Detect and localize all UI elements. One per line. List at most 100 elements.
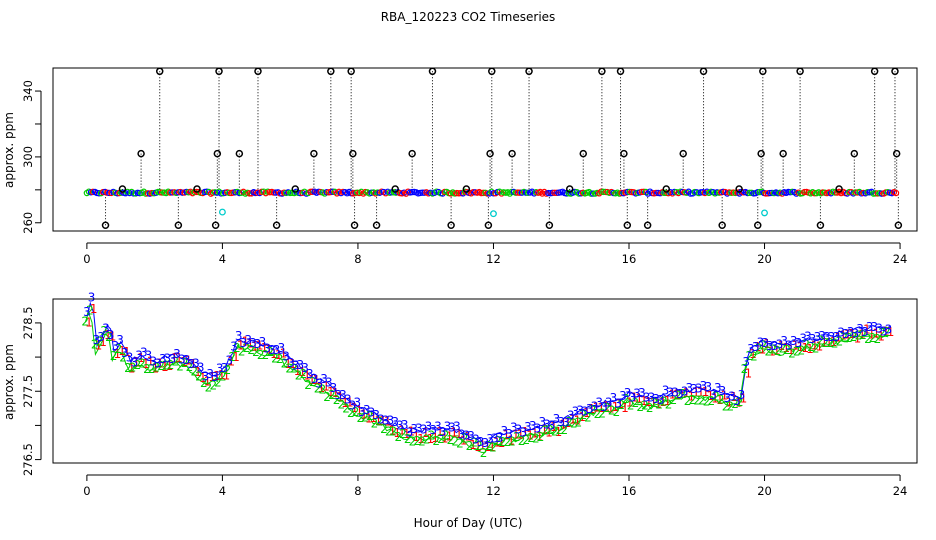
series-marker-3: 3 bbox=[723, 391, 731, 405]
series-marker-3: 3 bbox=[192, 357, 200, 371]
series-marker-3: 3 bbox=[183, 353, 191, 367]
series-marker-3: 3 bbox=[334, 388, 342, 402]
series-marker-1: 1 bbox=[854, 332, 862, 346]
series-marker-2: 2 bbox=[508, 434, 516, 448]
series-marker-2: 2 bbox=[513, 430, 521, 444]
outlier-point bbox=[484, 221, 493, 229]
series-marker-1: 1 bbox=[317, 381, 325, 395]
series-marker-2: 2 bbox=[788, 347, 796, 361]
series-marker-1: 1 bbox=[882, 325, 890, 339]
series-marker-3: 3 bbox=[206, 367, 214, 381]
series-marker-3: 3 bbox=[221, 361, 229, 375]
series-marker-1: 1 bbox=[123, 345, 131, 359]
series-marker-3: 3 bbox=[211, 370, 219, 384]
series-marker-3: 3 bbox=[453, 419, 461, 433]
series-marker-1: 1 bbox=[85, 316, 93, 330]
series-marker-1: 1 bbox=[616, 397, 624, 411]
series-marker-1: 1 bbox=[782, 341, 790, 355]
series-marker-1: 1 bbox=[114, 347, 122, 361]
series-marker-3: 3 bbox=[529, 419, 537, 433]
series-marker-1: 1 bbox=[621, 401, 629, 415]
outlier-point bbox=[679, 149, 687, 158]
series-marker-2: 2 bbox=[579, 408, 587, 422]
series-marker-3: 3 bbox=[828, 330, 836, 344]
series-marker-3: 3 bbox=[406, 426, 414, 440]
series-marker-2: 2 bbox=[209, 379, 217, 393]
series-marker-1: 1 bbox=[280, 347, 288, 361]
series-marker-2: 2 bbox=[105, 330, 113, 344]
series-marker-2: 2 bbox=[565, 415, 573, 429]
series-marker-1: 1 bbox=[597, 401, 605, 415]
series-marker-2: 2 bbox=[238, 344, 246, 358]
series-marker-2: 2 bbox=[613, 405, 621, 419]
series-marker-3: 3 bbox=[704, 380, 712, 394]
series-marker-2: 2 bbox=[442, 428, 450, 442]
series-marker-1: 1 bbox=[479, 438, 487, 452]
series-marker-1: 1 bbox=[227, 355, 235, 369]
x-axis-label: Hour of Day (UTC) bbox=[414, 516, 523, 530]
series-marker-1: 1 bbox=[626, 396, 634, 410]
series-marker-2: 2 bbox=[883, 325, 891, 339]
series-marker-1: 1 bbox=[194, 365, 202, 379]
baseline-point bbox=[148, 189, 156, 197]
outlier-point bbox=[718, 221, 726, 229]
series-marker-3: 3 bbox=[259, 335, 267, 349]
series-marker-3: 3 bbox=[425, 420, 433, 434]
series-marker-2: 2 bbox=[413, 434, 421, 448]
series-marker-3: 3 bbox=[662, 384, 670, 398]
baseline-point bbox=[892, 189, 900, 197]
series-marker-2: 2 bbox=[91, 337, 99, 351]
series-marker-2: 2 bbox=[281, 356, 289, 370]
series-marker-2: 2 bbox=[295, 368, 303, 382]
series-marker-1: 1 bbox=[441, 431, 449, 445]
series-marker-3: 3 bbox=[629, 391, 637, 405]
outlier-point bbox=[235, 149, 244, 158]
x-tick-label: 12 bbox=[486, 484, 501, 498]
series-marker-2: 2 bbox=[641, 399, 649, 413]
series-marker-3: 3 bbox=[145, 348, 153, 362]
series-marker-2: 2 bbox=[764, 344, 772, 358]
series-marker-1: 1 bbox=[303, 369, 311, 383]
series-marker-2: 2 bbox=[409, 435, 417, 449]
series-marker-3: 3 bbox=[330, 381, 338, 395]
series-marker-3: 3 bbox=[771, 339, 779, 353]
series-marker-2: 2 bbox=[798, 343, 806, 357]
series-marker-3: 3 bbox=[534, 422, 542, 436]
series-marker-2: 2 bbox=[404, 432, 412, 446]
series-marker-3: 3 bbox=[600, 400, 608, 414]
series-marker-1: 1 bbox=[408, 425, 416, 439]
series-marker-1: 1 bbox=[754, 340, 762, 354]
series-marker-3: 3 bbox=[648, 391, 656, 405]
series-marker-3: 3 bbox=[733, 394, 741, 408]
series-marker-1: 1 bbox=[147, 355, 155, 369]
series-marker-3: 3 bbox=[799, 332, 807, 346]
series-marker-2: 2 bbox=[575, 415, 583, 429]
series-marker-2: 2 bbox=[285, 362, 293, 376]
baseline-point bbox=[480, 189, 487, 197]
series-marker-3: 3 bbox=[448, 421, 456, 435]
series-marker-2: 2 bbox=[731, 397, 739, 411]
series-marker-3: 3 bbox=[273, 343, 281, 357]
series-marker-1: 1 bbox=[792, 339, 800, 353]
series-marker-3: 3 bbox=[591, 400, 599, 414]
series-marker-1: 1 bbox=[379, 414, 387, 428]
series-marker-1: 1 bbox=[161, 360, 169, 374]
baseline-point bbox=[600, 188, 607, 196]
series-marker-2: 2 bbox=[617, 398, 625, 412]
series-marker-1: 1 bbox=[360, 407, 368, 421]
series-marker-2: 2 bbox=[779, 342, 787, 356]
series-marker-2: 2 bbox=[812, 342, 820, 356]
outlier-point bbox=[892, 149, 901, 158]
series-marker-2: 2 bbox=[423, 432, 431, 446]
series-marker-1: 1 bbox=[374, 414, 382, 428]
baseline-point bbox=[307, 188, 314, 196]
series-marker-2: 2 bbox=[660, 395, 668, 409]
series-marker-3: 3 bbox=[837, 326, 845, 340]
outlier-point bbox=[137, 149, 145, 158]
baseline-point bbox=[246, 190, 253, 197]
series-marker-1: 1 bbox=[545, 426, 553, 440]
series-marker-1: 1 bbox=[526, 428, 534, 442]
series-marker-3: 3 bbox=[619, 389, 627, 403]
series-marker-2: 2 bbox=[451, 435, 459, 449]
